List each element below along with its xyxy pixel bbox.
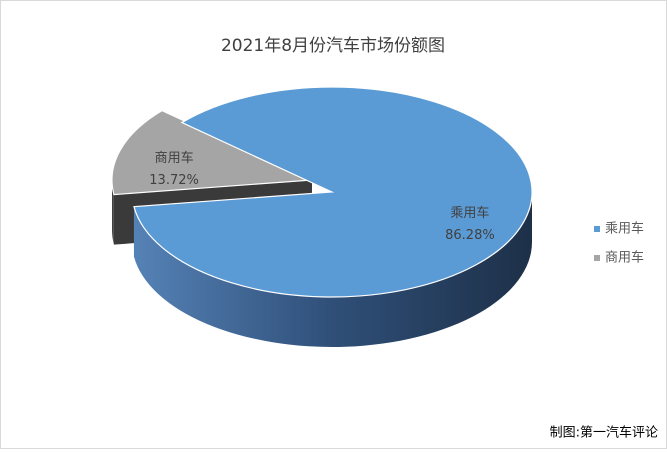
pie: 商用车 13.72% 乘用车 86.28% bbox=[111, 86, 533, 347]
chart-title: 2021年8月份汽车市场份额图 bbox=[221, 36, 445, 56]
source-note: 制图:第一汽车评论 bbox=[550, 425, 658, 441]
slice-side bbox=[133, 192, 532, 347]
legend-swatch bbox=[594, 255, 600, 261]
pie-slice bbox=[111, 109, 315, 196]
slice-side bbox=[112, 180, 114, 245]
slice-value-label: 86.28% bbox=[445, 228, 495, 243]
slice-value-label: 13.72% bbox=[149, 173, 199, 188]
slice-label: 乘用车 bbox=[450, 205, 489, 221]
pie-slice bbox=[133, 86, 533, 298]
slice-label: 商用车 bbox=[155, 150, 194, 166]
legend-swatch bbox=[594, 226, 600, 232]
legend-label: 乘用车 bbox=[605, 221, 644, 237]
legend-label: 商用车 bbox=[605, 250, 644, 266]
